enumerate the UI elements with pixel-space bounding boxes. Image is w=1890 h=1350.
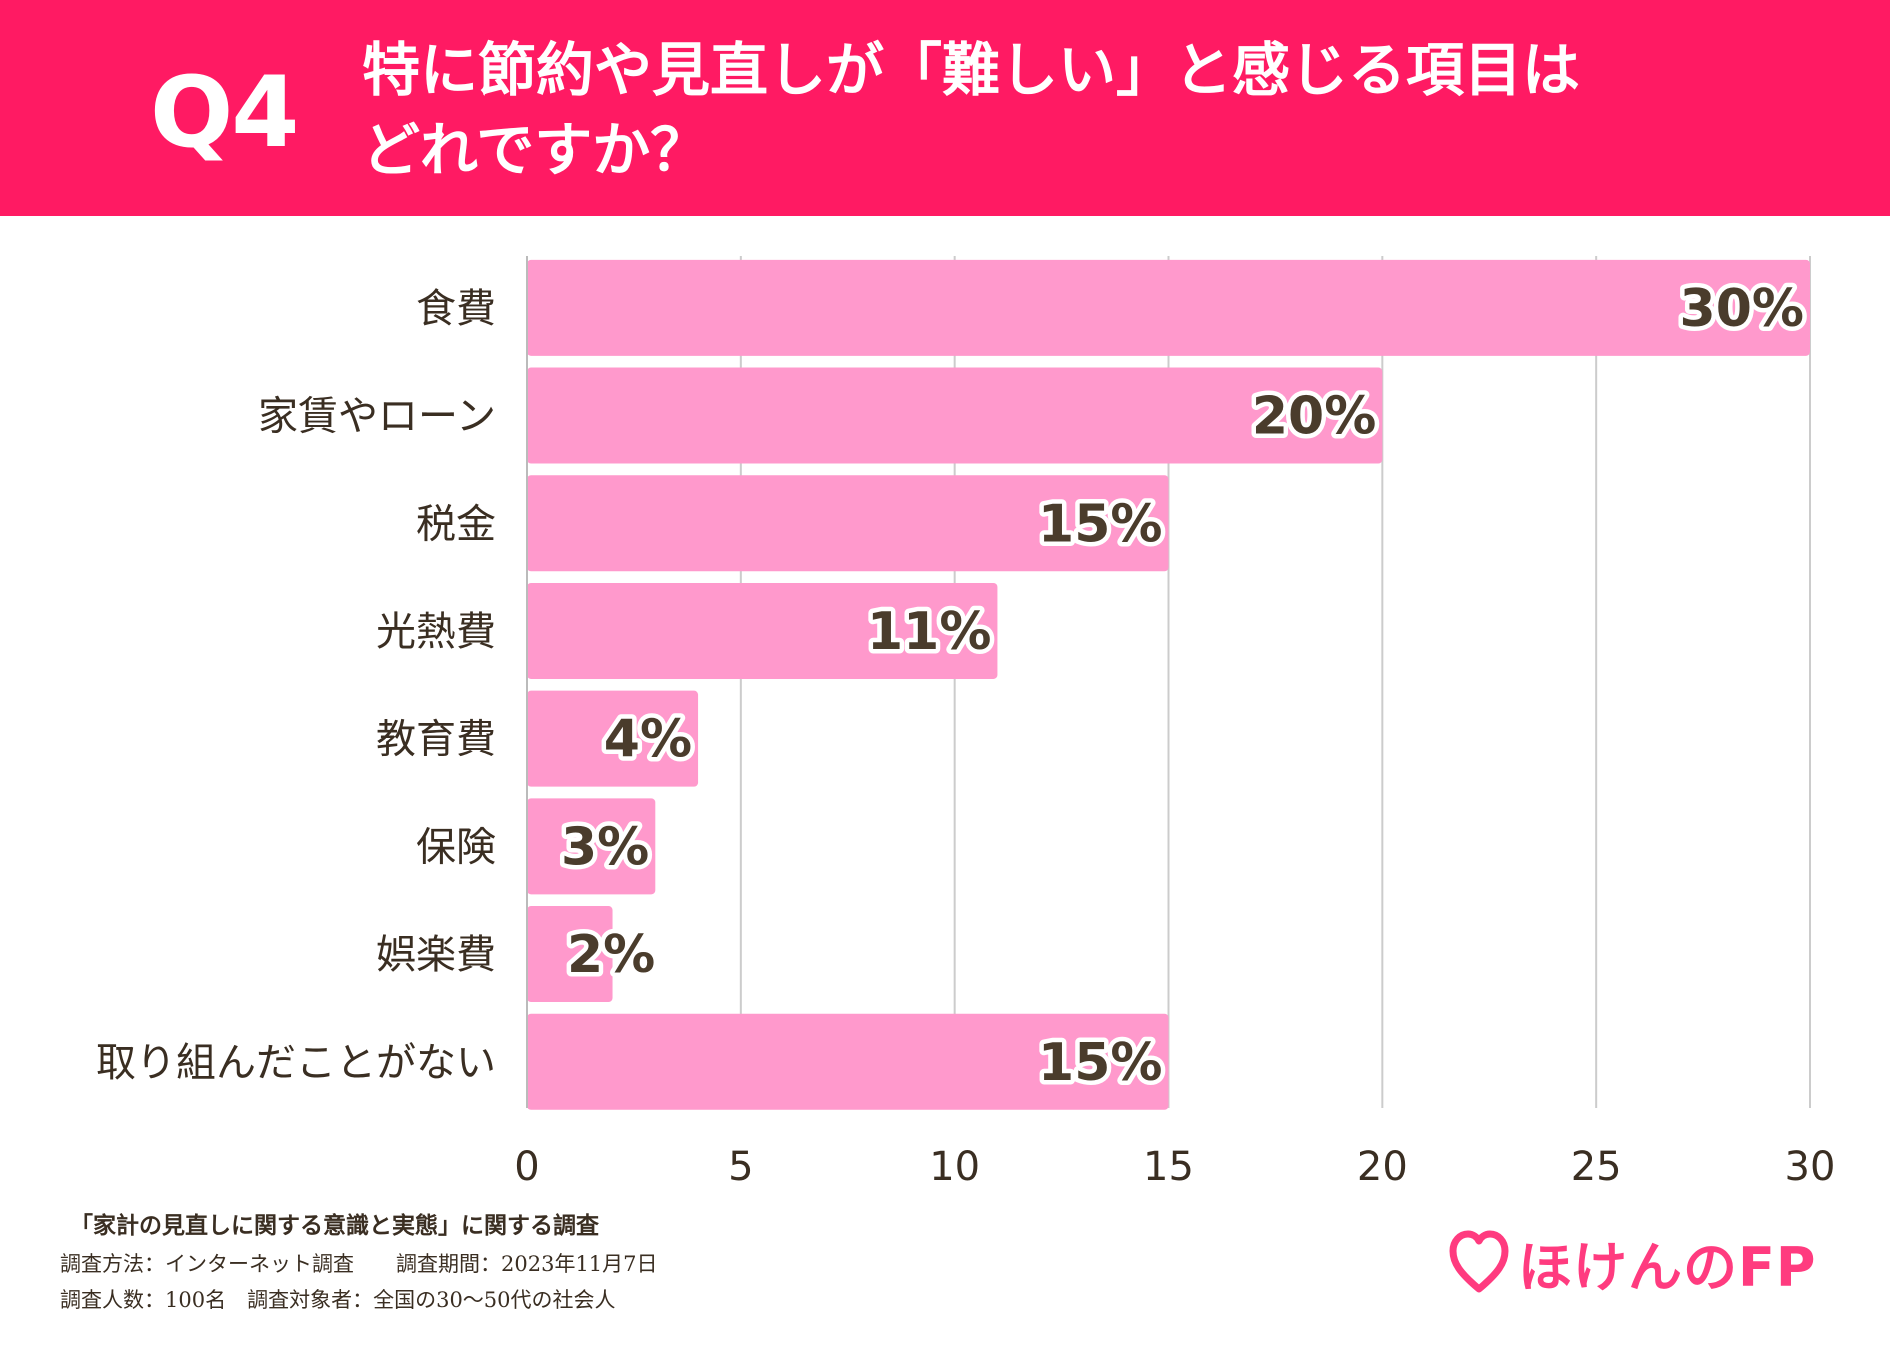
- x-tick-label: 15: [1143, 1144, 1194, 1190]
- survey-target: 調査人数：100名 調査対象者：全国の30〜50代の社会人: [60, 1288, 616, 1312]
- bar-value-label: 4%: [604, 710, 692, 770]
- logo-text: ほけんのFP: [1518, 1235, 1817, 1299]
- bar: [527, 367, 1383, 464]
- brand-logo: ほけんのFP: [1448, 1222, 1868, 1302]
- bar-value-label: 15%: [1038, 1033, 1162, 1093]
- x-tick-label: 5: [728, 1144, 753, 1190]
- bar-value-label: 3%: [561, 817, 649, 877]
- question-number: Q4: [150, 56, 299, 170]
- x-tick-label: 10: [929, 1144, 980, 1190]
- bar: [527, 582, 998, 679]
- bar: [527, 906, 613, 1003]
- bar-chart: 30% 20% 15% 11% 4% 3% 2% 15% 食費家賃やローン税金光熱費教育費保険…: [96, 256, 1835, 1190]
- question-title: 特に節約や見直しが「難しい」と感じる項目は どれですか？: [362, 30, 1762, 190]
- survey-method: 調査方法：インターネット調査 調査期間：2023年11月7日: [60, 1252, 658, 1276]
- x-tick-label: 20: [1357, 1144, 1408, 1190]
- bar-value-label: 15%: [1038, 494, 1162, 554]
- bar: [527, 1013, 1169, 1110]
- category-label: 保険: [416, 824, 496, 870]
- bar: [527, 475, 1169, 572]
- bar: [527, 259, 1810, 356]
- question-title-line1: 特に節約や見直しが「難しい」と感じる項目は: [362, 36, 1581, 104]
- x-tick-label: 0: [514, 1144, 539, 1190]
- bar: [527, 690, 699, 787]
- category-label: 食費: [416, 286, 496, 332]
- bar-value-label: 20%: [1252, 387, 1376, 447]
- bar-value-label: 11%: [867, 602, 991, 662]
- category-label: 娯楽費: [376, 932, 496, 978]
- heart-icon: [1449, 1230, 1509, 1293]
- bar-value-label: 2%: [567, 925, 655, 985]
- survey-info: 「家計の見直しに関する意識と実態」に関する調査 調査方法：インターネット調査 調…: [60, 1206, 658, 1318]
- bars: 30% 20% 15% 11% 4% 3% 2% 15%: [527, 259, 1810, 1110]
- x-tick-label: 30: [1785, 1144, 1836, 1190]
- category-label: 家賃やローン: [258, 394, 496, 440]
- survey-title: 「家計の見直しに関する意識と実態」に関する調査: [70, 1212, 599, 1239]
- category-label: 取り組んだことがない: [96, 1040, 496, 1086]
- category-label: 光熱費: [376, 609, 496, 655]
- x-axis-tick-labels: 0 5 10 15 20 25 30: [514, 1144, 1835, 1190]
- question-title-line2: どれですか？: [362, 116, 709, 184]
- bar-value-label: 30%: [1680, 279, 1804, 339]
- bar: [527, 798, 656, 895]
- category-label: 税金: [416, 501, 496, 547]
- question-header: Q4 特に節約や見直しが「難しい」と感じる項目は どれですか？: [0, 0, 1890, 216]
- x-tick-label: 25: [1571, 1144, 1622, 1190]
- category-label: 教育費: [376, 717, 496, 763]
